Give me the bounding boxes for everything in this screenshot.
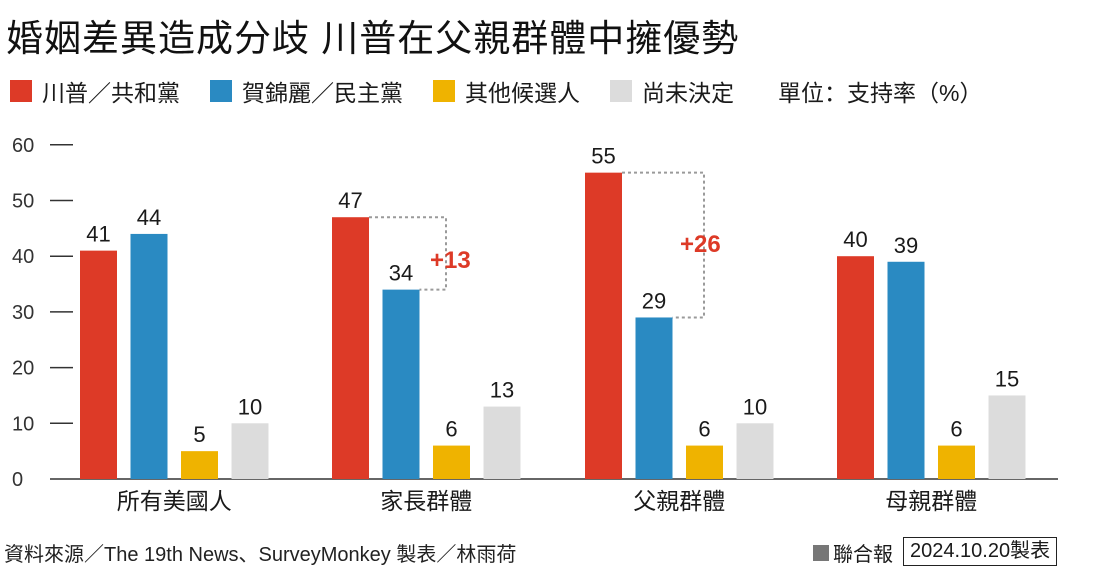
bar (736, 423, 774, 479)
category-label: 所有美國人 (117, 488, 232, 514)
y-tick-label: 0 (12, 469, 23, 491)
data-label: 6 (950, 417, 962, 442)
legend-label-harris: 賀錦麗／民主黨 (242, 80, 403, 106)
bar (483, 406, 521, 479)
y-tick-label: 50 (12, 191, 34, 213)
bar (887, 261, 925, 479)
bar (837, 256, 874, 479)
difference-bracket (622, 171, 705, 319)
bar (181, 451, 218, 479)
chart-title: 婚姻差異造成分歧 川普在父親群體中擁優勢 (6, 18, 740, 59)
data-label: 34 (389, 261, 413, 286)
y-tick-label: 60 (12, 135, 34, 157)
data-label: 44 (137, 205, 161, 230)
brand-logo-square (813, 544, 829, 561)
data-label: 13 (490, 378, 514, 403)
brand-name: 聯合報 (833, 544, 893, 566)
bar (635, 317, 673, 479)
legend-label-undecided: 尚未決定 (642, 80, 734, 106)
legend-swatch-trump (10, 80, 32, 102)
bar (130, 233, 168, 479)
data-label: 10 (743, 394, 767, 419)
legend-label-trump: 川普／共和黨 (42, 80, 180, 106)
date-stamp: 2024.10.20製表 (903, 537, 1058, 566)
difference-annotation: +26 (680, 231, 721, 258)
difference-bracket (369, 216, 447, 291)
y-tick-label: 20 (12, 358, 34, 380)
bar-chart: 0 10 20 30 40 50 60 41 44 5 10 所有美國人 47 34 6 13 家長群體 55 29… (12, 135, 1058, 514)
brand: 聯合報 (813, 538, 893, 567)
data-label: 40 (843, 227, 867, 252)
data-label: 10 (238, 394, 262, 419)
bar (988, 395, 1026, 479)
unit-label: 單位：支持率（%） (778, 80, 983, 106)
category-label: 母親群體 (885, 488, 977, 514)
data-label: 15 (995, 366, 1019, 391)
bar (80, 250, 117, 479)
y-tick-label: 30 (12, 302, 34, 324)
legend-label-other: 其他候選人 (465, 80, 580, 106)
data-label: 47 (338, 188, 362, 213)
data-label: 39 (894, 233, 918, 258)
bar (382, 289, 420, 479)
bar (585, 172, 622, 479)
legend-item-undecided: 尚未決定 (610, 74, 734, 108)
legend-swatch-other (433, 80, 455, 102)
legend-swatch-undecided (610, 80, 632, 102)
data-label: 29 (642, 288, 666, 313)
bar (686, 445, 723, 479)
data-label: 5 (193, 422, 205, 447)
data-label: 6 (445, 417, 457, 442)
category-label: 家長群體 (380, 488, 472, 514)
data-label: 41 (86, 222, 110, 247)
bar (433, 445, 470, 479)
source-note: 資料來源／The 19th News、SurveyMonkey 製表／林雨荷 (4, 544, 517, 566)
y-tick-label: 40 (12, 246, 34, 268)
legend: 川普／共和黨 賀錦麗／民主黨 其他候選人 尚未決定 單位：支持率（%） (10, 74, 982, 108)
category-label: 父親群體 (633, 488, 725, 514)
data-label: 55 (591, 144, 615, 169)
bar (938, 445, 975, 479)
difference-annotation: +13 (430, 247, 471, 274)
data-label: 6 (698, 417, 710, 442)
y-tick-label: 10 (12, 413, 34, 435)
legend-swatch-harris (210, 80, 232, 102)
legend-item-other: 其他候選人 (433, 74, 580, 108)
bar (332, 217, 369, 479)
bar (231, 423, 269, 479)
legend-item-harris: 賀錦麗／民主黨 (210, 74, 403, 108)
legend-item-trump: 川普／共和黨 (10, 74, 180, 108)
